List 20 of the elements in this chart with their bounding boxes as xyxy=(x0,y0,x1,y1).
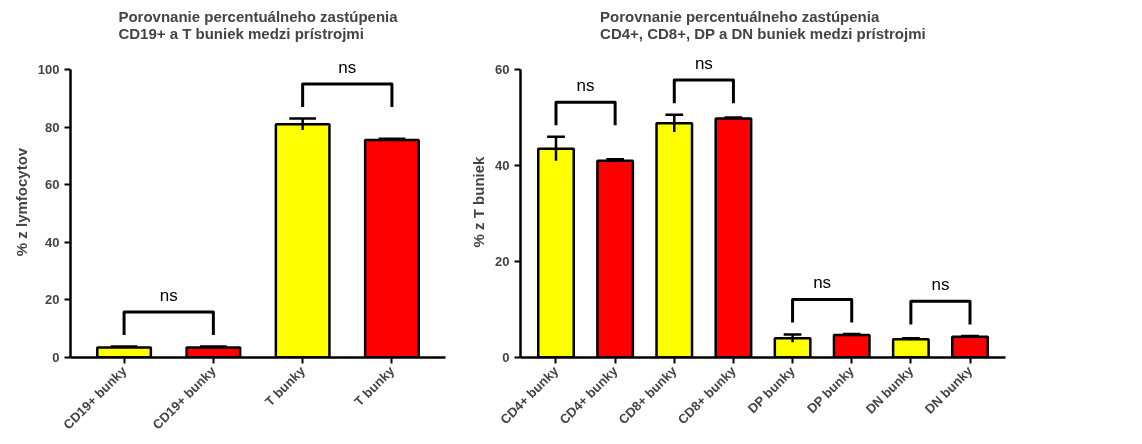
y-axis-title: % z lymfocytov xyxy=(12,147,30,257)
y-tick-label: 20 xyxy=(495,254,510,270)
y-tick-label: 100 xyxy=(37,62,60,78)
annotation: ns xyxy=(694,53,713,73)
y-tick-label: 20 xyxy=(45,292,60,308)
annotation: ns xyxy=(931,275,950,295)
annotation: ns xyxy=(576,75,595,95)
y-tick-label: 80 xyxy=(45,119,60,135)
chart-title: Porovnanie percentuálneho zastúpenia CD4+, CD8+, DP a DN buniek medzi prístrojmi xyxy=(600,7,926,42)
y-tick-label: 60 xyxy=(45,177,60,193)
y-axis-title: % z T buniek xyxy=(470,155,488,248)
y-tick-label: 40 xyxy=(495,158,510,174)
annotation: ns xyxy=(813,273,832,293)
y-tick-label: 0 xyxy=(502,350,510,365)
annotation: ns xyxy=(159,285,178,305)
annotation: ns xyxy=(338,57,357,77)
y-tick-label: 60 xyxy=(495,62,510,78)
y-tick-label: 40 xyxy=(45,234,60,250)
y-tick-label: 0 xyxy=(52,350,60,365)
chart-title: Porovnanie percentuálneho zastúpenia CD19+ a T buniek medzi prístrojmi xyxy=(118,7,399,42)
